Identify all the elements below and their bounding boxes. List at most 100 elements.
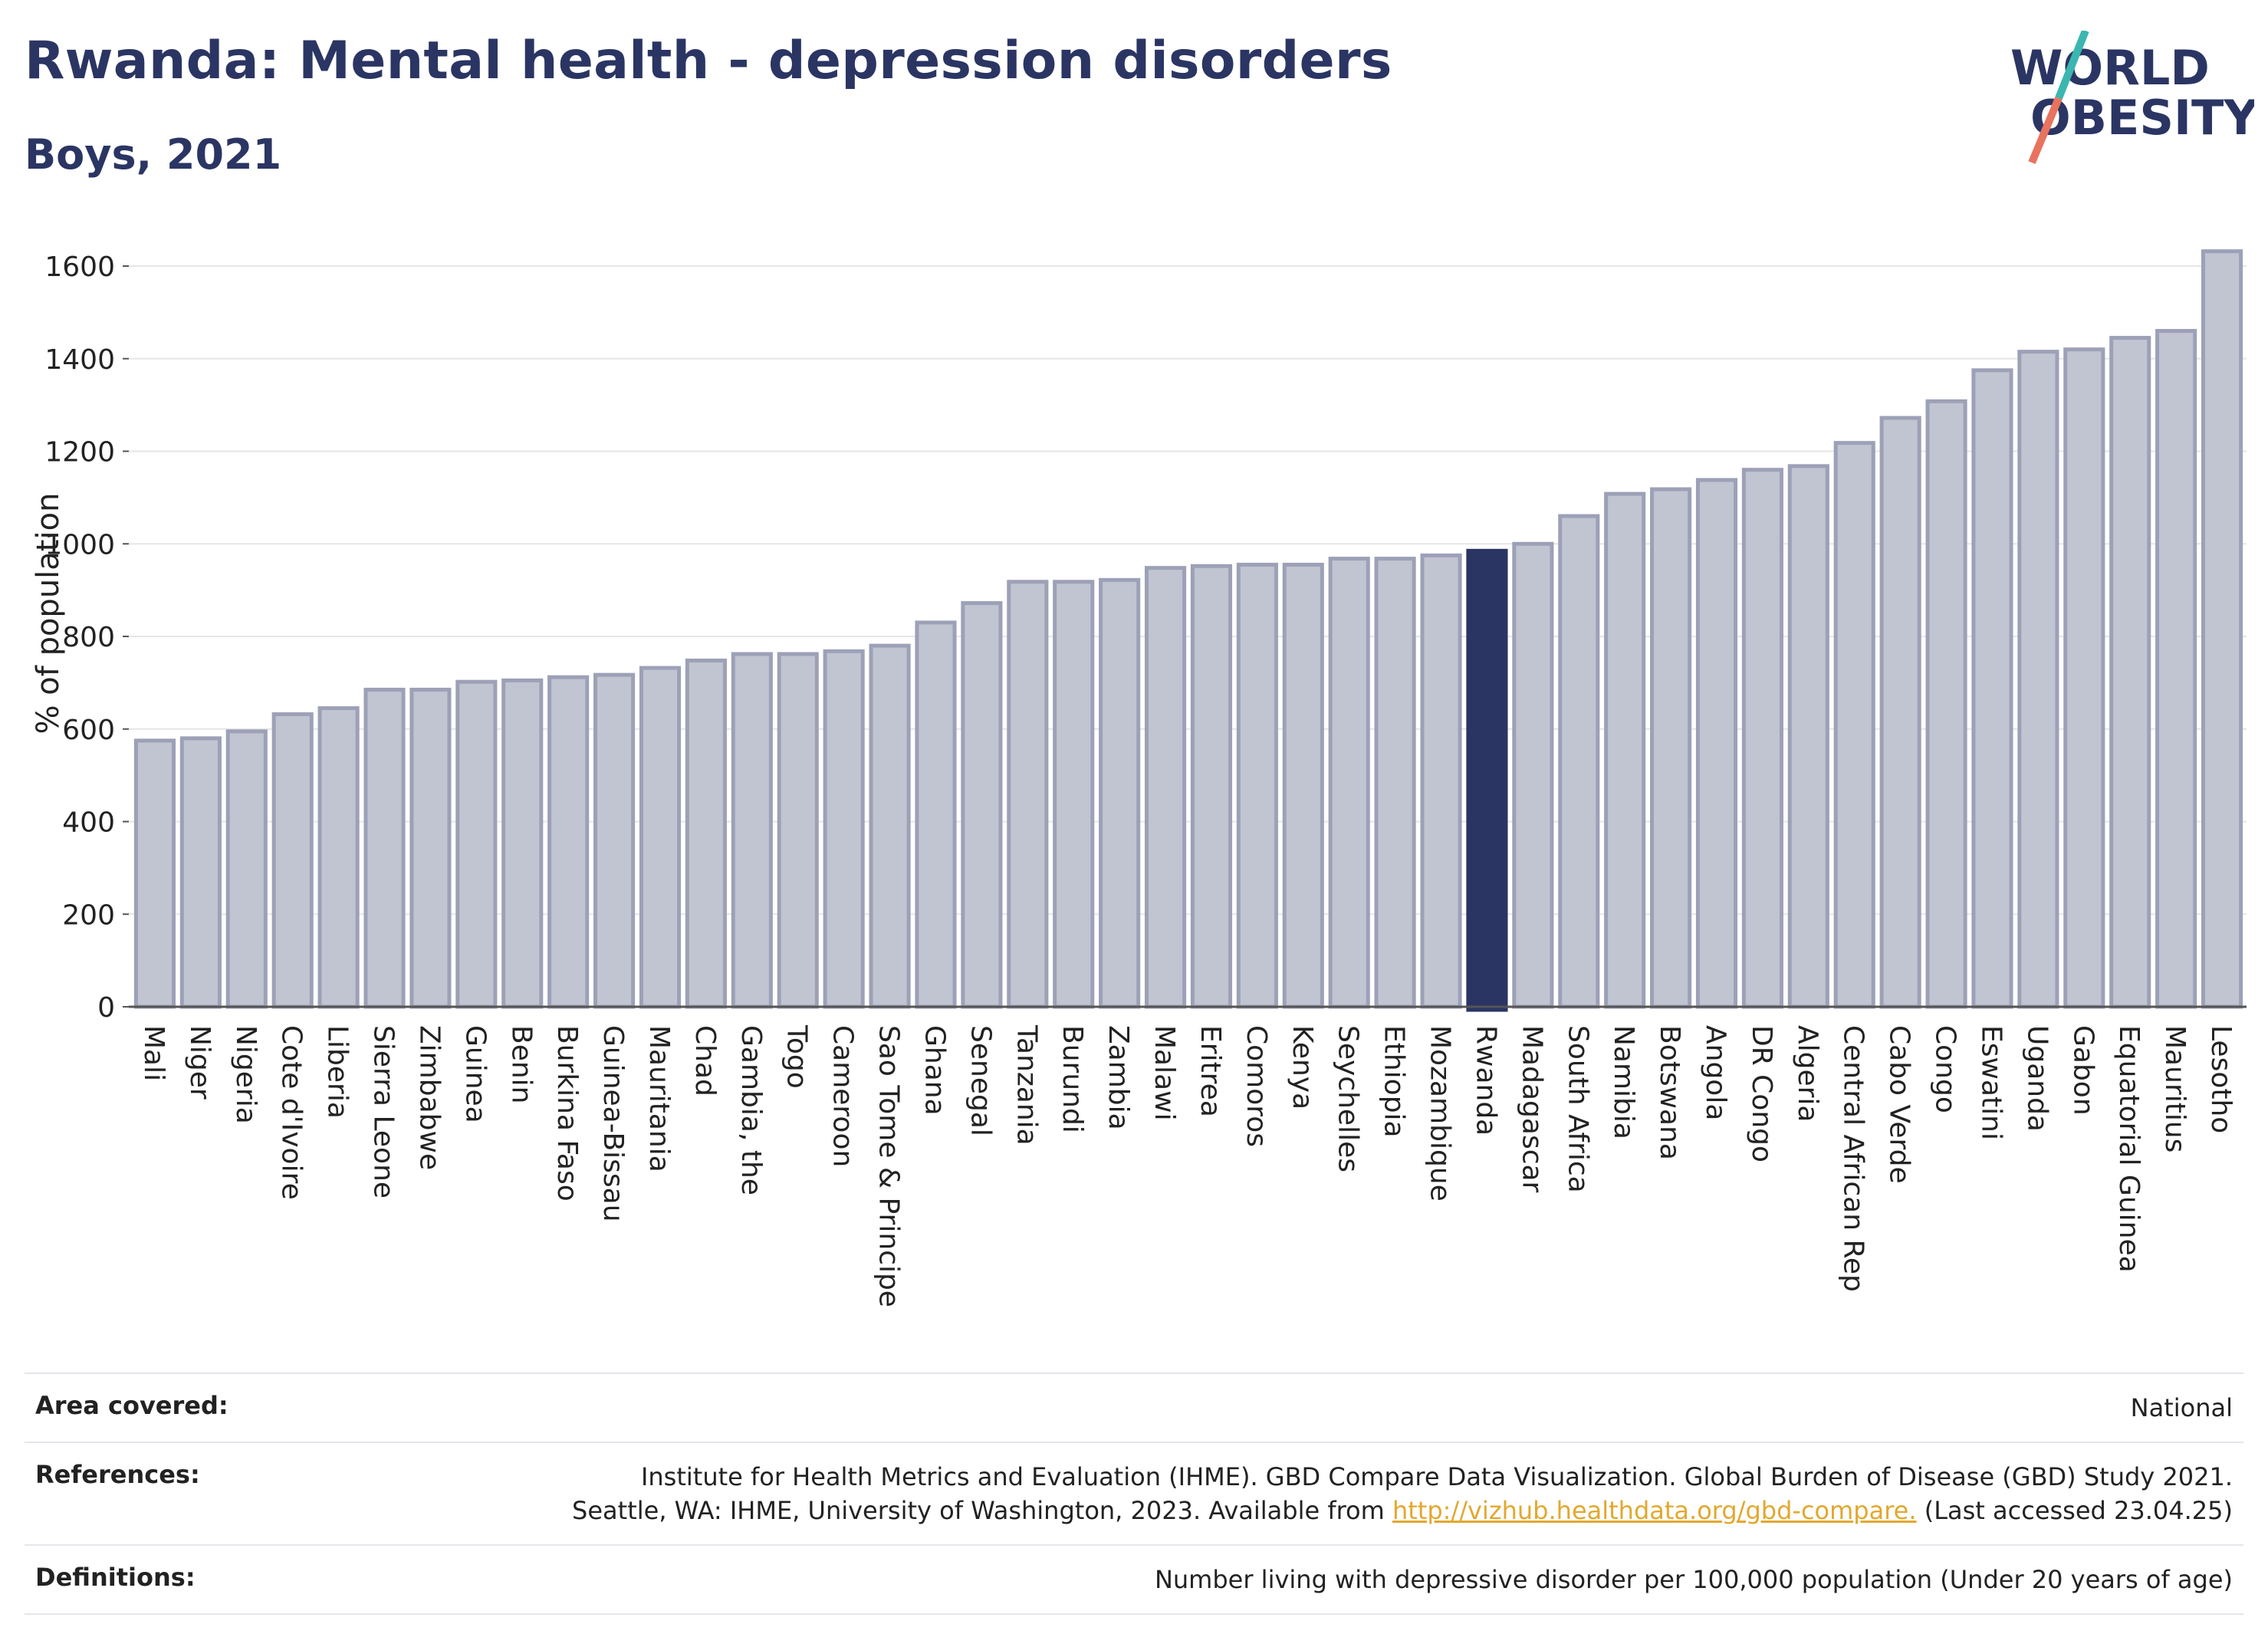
references-label: References: (25, 1442, 368, 1546)
y-tick-label: 1200 (44, 437, 115, 469)
bar-senegal (961, 601, 1003, 1009)
category-label: Namibia (1608, 1025, 1639, 1139)
category-label: Gabon (2067, 1025, 2099, 1116)
definitions-label: Definitions: (25, 1544, 368, 1615)
chart-subtitle: Boys, 2021 (25, 130, 282, 179)
y-axis-title: % of population (31, 493, 66, 735)
bar-tanzania (1007, 580, 1049, 1009)
category-label: Burundi (1057, 1025, 1088, 1133)
bar-burkina-faso (547, 675, 590, 1009)
area-label: Area covered: (25, 1373, 368, 1443)
y-tick-label: 1000 (44, 529, 115, 561)
category-label: Tanzania (1011, 1024, 1042, 1146)
category-label: Central African Rep (1838, 1025, 1869, 1292)
category-label: Angola (1700, 1025, 1731, 1120)
bar-togo (777, 652, 819, 1009)
references-line2-pre: Seattle, WA: IHME, University of Washing… (572, 1496, 1385, 1525)
y-tick-label: 1400 (44, 344, 115, 376)
category-label: Cote d'Ivoire (276, 1025, 307, 1200)
bar-guinea-bissau (593, 672, 636, 1009)
definitions-row: Definitions: Number living with depressi… (25, 1544, 2243, 1615)
category-label: Mauritania (643, 1025, 675, 1172)
category-label: Burkina Faso (551, 1025, 583, 1202)
category-label: Zambia (1103, 1025, 1134, 1130)
bar-zimbabwe (409, 687, 452, 1009)
bar-eritrea (1190, 564, 1233, 1009)
category-label: Cabo Verde (1884, 1025, 1915, 1184)
category-label: Cameroon (827, 1025, 859, 1167)
category-label: Guinea (459, 1025, 491, 1123)
bar-cabo-verde (1879, 416, 1921, 1009)
category-label: Sao Tome & Principe (873, 1025, 905, 1307)
category-label: Chad (689, 1025, 721, 1096)
bar-benin (501, 678, 544, 1009)
y-tick-labels: 0 200 400 600 800 1000 1200 1400 1600 (44, 252, 129, 1024)
references-row: References: Institute for Health Metrics… (25, 1442, 2243, 1546)
bar-seychelles (1328, 557, 1370, 1009)
bar-sao-tome-principe (869, 643, 911, 1009)
bar-chad (685, 658, 727, 1009)
category-label: Niger (184, 1025, 215, 1100)
bar-gambia-the (731, 652, 773, 1009)
bar-namibia (1604, 492, 1646, 1009)
bar-malawi (1144, 566, 1187, 1009)
bar-eswatini (1971, 368, 2013, 1009)
bar-ghana (915, 620, 957, 1009)
y-tick-label: 600 (62, 715, 115, 746)
logo-line-world: WORLD (2010, 40, 2210, 96)
bars (133, 249, 2243, 1012)
y-tick-label: 200 (62, 899, 115, 931)
bar-mali (133, 738, 176, 1009)
bar-south-africa (1558, 514, 1600, 1009)
references-line2-post: (Last accessed 23.04.25) (1924, 1496, 2233, 1525)
category-label: Guinea-Bissau (597, 1025, 629, 1222)
bar-liberia (317, 706, 360, 1009)
bar-central-african-rep (1833, 441, 1875, 1009)
logo-slash-top (2055, 31, 2089, 100)
category-label: Eritrea (1195, 1025, 1226, 1117)
category-label: Mozambique (1425, 1025, 1456, 1202)
bar-lesotho (2201, 249, 2243, 1009)
category-label: Benin (505, 1025, 537, 1103)
category-labels: Mali Niger Nigeria Cote d'Ivoire Liberia Sier… (138, 1024, 2237, 1307)
bar-mauritius (2155, 329, 2197, 1009)
bar-kenya (1282, 562, 1324, 1009)
category-label: Congo (1930, 1025, 1961, 1113)
bar-burundi (1053, 580, 1095, 1009)
category-label: Algeria (1792, 1025, 1823, 1123)
bar-ethiopia (1374, 557, 1416, 1009)
category-label: Ethiopia (1379, 1025, 1410, 1138)
category-label: Uganda (2021, 1025, 2053, 1132)
references-value: Institute for Health Metrics and Evaluat… (368, 1442, 2243, 1546)
bar-algeria (1787, 464, 1829, 1009)
bar-mozambique (1420, 553, 1462, 1009)
category-label: Rwanda (1470, 1025, 1501, 1136)
category-label: Kenya (1287, 1025, 1318, 1110)
info-table: Area covered: National References: Insti… (25, 1373, 2243, 1615)
category-label: Gambia, the (735, 1025, 767, 1195)
category-label: Eswatini (1975, 1025, 2007, 1140)
category-label: DR Congo (1746, 1025, 1777, 1162)
logo-line-obesity: OBESITY (2030, 90, 2254, 146)
y-tick-label: 0 (97, 992, 115, 1024)
definitions-value: Number living with depressive disorder p… (368, 1544, 2243, 1615)
category-label: Zimbabwe (413, 1025, 445, 1170)
bar-rwanda (1466, 548, 1508, 1012)
category-label: Lesotho (2205, 1025, 2237, 1133)
area-row: Area covered: National (25, 1373, 2243, 1443)
category-label: Nigeria (230, 1025, 261, 1124)
bar-nigeria (225, 729, 268, 1009)
references-link[interactable]: http://vizhub.healthdata.org/gbd-compare… (1392, 1496, 1917, 1525)
y-tick-label: 1600 (44, 252, 115, 283)
bar-gabon (2063, 347, 2105, 1009)
bar-chart: 0 200 400 600 800 1000 1200 1400 1600 Mali Niger N… (31, 249, 2247, 1307)
category-label: Madagascar (1516, 1025, 1547, 1193)
bar-sierra-leone (363, 687, 406, 1009)
category-label: Malawi (1149, 1025, 1180, 1121)
category-label: Mali (138, 1025, 169, 1081)
y-tick-label: 400 (62, 807, 115, 839)
bar-dr-congo (1741, 468, 1783, 1009)
category-label: Comoros (1241, 1025, 1272, 1147)
chart-title: Rwanda: Mental health - depression disor… (25, 31, 1392, 91)
bar-comoros (1236, 562, 1278, 1009)
